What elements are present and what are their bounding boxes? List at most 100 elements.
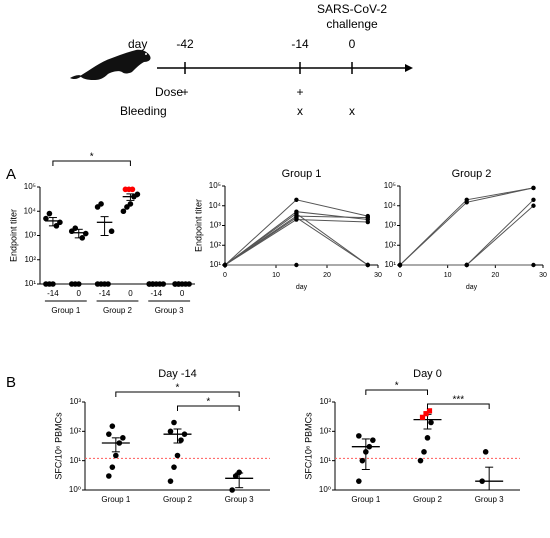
dose-mark: + <box>296 85 303 99</box>
series-line <box>224 219 368 266</box>
data-point <box>366 443 373 450</box>
y-tick-label: 10¹ <box>209 260 221 269</box>
data-point <box>109 464 116 470</box>
challenge-label: challenge <box>326 17 378 31</box>
data-point <box>356 478 362 484</box>
y-tick-label: 10⁴ <box>384 201 397 210</box>
x-tick-label: 30 <box>539 272 547 279</box>
data-point <box>127 201 134 207</box>
data-point <box>79 235 86 241</box>
otter-eye <box>145 53 147 55</box>
x-tick-label: Group 2 <box>413 495 442 504</box>
data-point <box>50 281 56 287</box>
y-axis-label: Endpoint titer <box>8 209 18 262</box>
data-point <box>167 428 174 435</box>
data-point <box>423 411 429 417</box>
day-value: 0 <box>349 37 356 51</box>
dose-label: Dose <box>155 85 183 99</box>
data-point <box>113 452 119 459</box>
x-axis-label: day <box>296 284 308 291</box>
x-tick-label: Group 3 <box>225 495 254 504</box>
data-point <box>531 203 536 208</box>
timeline-arrow <box>405 64 413 72</box>
data-point <box>365 262 370 268</box>
data-point <box>186 281 192 287</box>
y-axis-label: SFC/10⁶ PBMCs <box>303 412 313 480</box>
y-tick-label: 10² <box>209 240 221 249</box>
dose-mark: + <box>181 85 188 99</box>
data-point <box>419 414 426 420</box>
significance-label: * <box>176 383 180 394</box>
data-point <box>108 228 115 235</box>
significance-label: * <box>90 152 94 163</box>
data-point <box>160 281 167 287</box>
significance-bracket <box>365 389 428 395</box>
y-tick-label: 10¹ <box>24 279 36 288</box>
x-tick-label: Group 1 <box>101 495 130 504</box>
significance-bracket <box>52 160 131 166</box>
y-tick-label: 10⁴ <box>24 206 37 215</box>
y-tick-label: 10³ <box>24 231 36 240</box>
day-label: day <box>128 37 147 51</box>
panel-label: B <box>6 374 16 391</box>
data-point <box>363 449 369 455</box>
data-point <box>356 433 362 439</box>
y-axis-label: SFC/10⁶ PBMCs <box>53 412 63 480</box>
series-line <box>400 199 534 266</box>
x-tick-label: 0 <box>180 289 185 298</box>
x-tick-label: 0 <box>77 289 82 298</box>
data-point <box>417 457 424 464</box>
data-point <box>120 208 127 215</box>
y-tick-label: 10⁵ <box>384 181 396 190</box>
x-axis-label: day <box>466 284 478 291</box>
x-tick-label: Group 3 <box>475 495 504 504</box>
y-tick-label: 10⁴ <box>209 201 222 210</box>
data-point <box>175 281 182 287</box>
y-tick-label: 10¹ <box>384 260 396 269</box>
y-tick-label: 10⁰ <box>69 485 81 494</box>
bleeding-mark: x <box>349 104 355 118</box>
data-point <box>120 435 126 441</box>
x-tick-label: 30 <box>374 272 382 279</box>
data-point <box>531 262 536 268</box>
x-tick-label: 0 <box>398 272 402 279</box>
day-value: -42 <box>176 37 194 51</box>
data-point <box>134 191 141 198</box>
data-point <box>421 449 427 455</box>
y-tick-label: 10² <box>319 426 331 435</box>
data-point <box>109 423 116 429</box>
data-point <box>46 210 53 217</box>
data-point <box>428 419 434 426</box>
data-point <box>53 223 60 229</box>
data-point <box>82 230 89 237</box>
data-point <box>531 185 536 191</box>
y-tick-label: 10³ <box>209 221 221 230</box>
otter-icon <box>70 49 151 80</box>
y-tick-label: 10³ <box>69 397 81 406</box>
data-point <box>106 473 112 479</box>
group-label: Group 2 <box>103 306 132 315</box>
significance-bracket <box>427 403 490 409</box>
data-point <box>167 478 174 484</box>
group-label: Group 3 <box>155 306 184 315</box>
chart-title: Day -14 <box>158 368 197 380</box>
data-point <box>464 262 469 268</box>
chart-title: Group 2 <box>452 168 492 180</box>
challenge-label: SARS-CoV-2 <box>317 2 387 16</box>
data-point <box>98 201 104 207</box>
data-point <box>294 262 299 268</box>
chart-title: Group 1 <box>282 168 322 180</box>
x-tick-label: -14 <box>47 289 59 298</box>
significance-label: * <box>395 381 399 392</box>
x-tick-label: 10 <box>272 272 280 279</box>
data-point <box>359 457 366 464</box>
x-tick-label: 10 <box>444 272 452 279</box>
day-value: -14 <box>291 37 309 51</box>
significance-label: *** <box>452 395 464 406</box>
x-tick-label: Group 2 <box>163 495 192 504</box>
significance-bracket <box>115 391 240 397</box>
data-point <box>171 464 177 470</box>
chart-title: Day 0 <box>413 368 442 380</box>
data-point <box>531 197 536 203</box>
data-point <box>370 437 376 443</box>
